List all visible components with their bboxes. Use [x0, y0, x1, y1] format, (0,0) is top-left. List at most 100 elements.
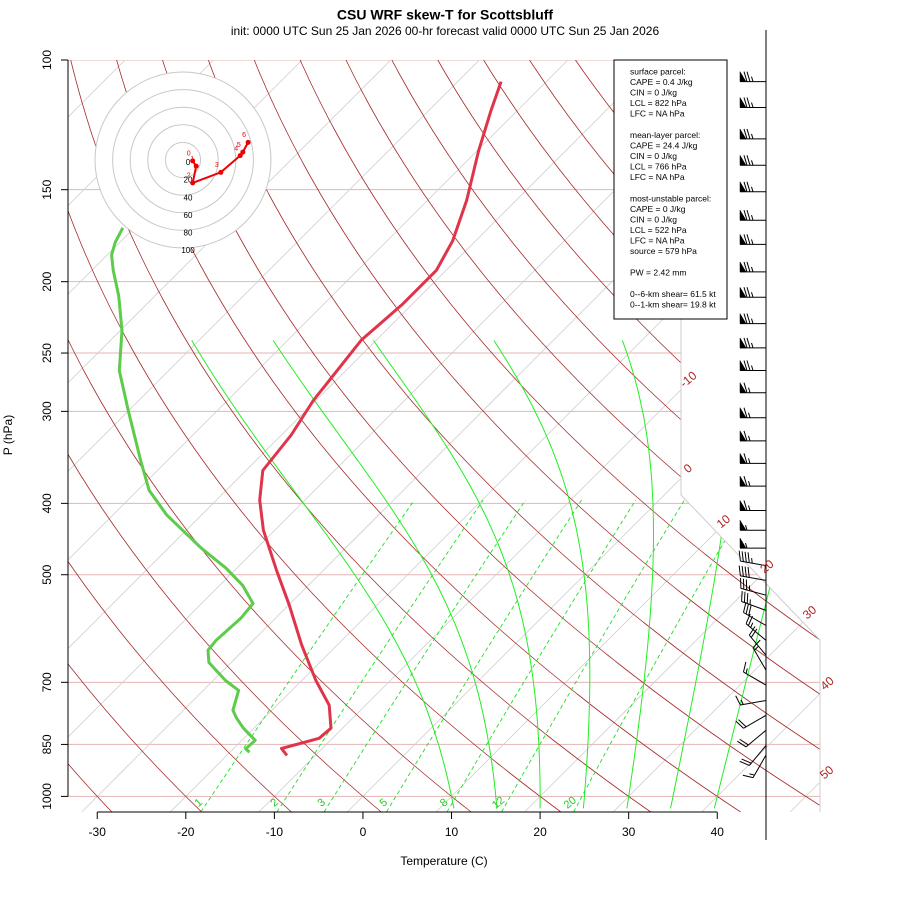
- y-tick-label: 850: [40, 734, 54, 754]
- hodograph-ring-label: 20: [184, 176, 193, 185]
- hodograph-height-label: 6: [242, 132, 246, 139]
- wind-barb: [739, 537, 766, 549]
- hodograph-point: [218, 169, 224, 175]
- y-tick-label: 100: [40, 50, 54, 70]
- barb-lines: [740, 210, 766, 221]
- wind-barb: [735, 695, 767, 706]
- dewpoint-line: [110, 227, 257, 754]
- barb-lines: [738, 550, 767, 567]
- barb-flags: [739, 286, 747, 298]
- info-line: most-unstable parcel:: [630, 193, 711, 203]
- hodograph-point: [245, 139, 251, 145]
- wind-barb: [740, 577, 767, 596]
- wind-barbs: [735, 30, 767, 840]
- barb-lines: [742, 602, 767, 626]
- y-tick-label: 200: [40, 271, 54, 291]
- mixing-ratio-line: [573, 499, 749, 812]
- mixing-ratio-line: [446, 499, 637, 812]
- wind-barb: [742, 602, 767, 626]
- y-tick-label: 150: [40, 179, 54, 199]
- x-tick-label: 40: [711, 825, 725, 839]
- barb-flags: [739, 336, 747, 349]
- barb-lines: [740, 577, 767, 596]
- wind-barb: [752, 639, 767, 671]
- isotherm: [524, 60, 820, 812]
- wind-barb: [739, 452, 766, 464]
- chart-title: CSU WRF skew-T for Scottsbluff: [337, 7, 554, 23]
- info-frame: [613, 59, 728, 320]
- isotherm: [68, 60, 214, 812]
- mixing-ratio-line: [276, 499, 484, 812]
- dry-adiabat: [68, 60, 472, 812]
- barb-lines: [740, 337, 766, 349]
- hodograph: 0 20 40 60 80 100 01 2 3 456: [94, 71, 272, 255]
- hodograph-background: [95, 72, 271, 248]
- barb-flags: [739, 70, 747, 82]
- wind-barb: [738, 550, 767, 567]
- barb-lines: [740, 234, 766, 245]
- barb-flags: [739, 406, 747, 418]
- wind-barb: [742, 754, 767, 779]
- info-line: LCL = 822 hPa: [630, 98, 687, 108]
- moist-adiabat: [372, 340, 541, 809]
- wind-barb: [739, 233, 766, 245]
- x-tick-label: 10: [445, 825, 459, 839]
- wind-barb: [738, 565, 767, 581]
- y-tick-label: 400: [40, 493, 54, 513]
- info-line: CAPE = 0 J/kg: [630, 204, 686, 214]
- info-line: surface parcel:: [630, 66, 686, 76]
- isotherm: [612, 60, 820, 812]
- dry-adiabat: [253, 60, 820, 812]
- barb-flags: [739, 499, 747, 511]
- wind-barb: [739, 209, 766, 221]
- hodograph-point: [240, 149, 246, 155]
- barb-lines: [740, 71, 766, 83]
- hodograph-point: [193, 163, 199, 169]
- barb-lines: [745, 613, 767, 641]
- info-line: CIN = 0 J/kg: [630, 87, 677, 97]
- barb-lines: [740, 287, 766, 298]
- barb-lines: [737, 729, 767, 748]
- x-tick-label: 30: [622, 825, 636, 839]
- info-line: source = 579 hPa: [630, 246, 697, 256]
- hodograph-ring-label: 100: [181, 246, 195, 255]
- barb-lines: [748, 626, 767, 656]
- wind-barb: [748, 626, 767, 656]
- wind-barb: [735, 714, 767, 729]
- hodograph-ring: [94, 71, 272, 249]
- barb-lines: [739, 745, 767, 766]
- info-line: CAPE = 24.4 J/kg: [630, 140, 698, 150]
- barb-lines: [740, 360, 766, 371]
- info-line: CIN = 0 J/kg: [630, 151, 677, 161]
- hodograph-ring-label: 40: [184, 193, 193, 202]
- profiles: [110, 81, 503, 757]
- y-tick-label: 700: [40, 672, 54, 692]
- wind-barb: [739, 180, 766, 193]
- hodograph-ring: [112, 89, 254, 231]
- hodograph-ring-label: 60: [184, 211, 193, 220]
- moist-adiabat: [272, 340, 498, 809]
- hodograph-height-label: 4: [234, 145, 238, 152]
- wind-barb: [737, 729, 767, 748]
- y-tick-label: 300: [40, 401, 54, 421]
- info-line: mean-layer parcel:: [630, 130, 700, 140]
- wind-barb: [739, 519, 766, 531]
- wind-barb: [745, 613, 767, 641]
- wind-barb: [739, 286, 766, 298]
- info-line: PW = 2.42 mm: [630, 267, 686, 277]
- info-line: 0--1-km shear= 19.8 kt: [630, 299, 716, 309]
- barb-lines: [742, 661, 767, 686]
- barb-lines: [740, 155, 766, 166]
- wind-barb: [739, 70, 766, 83]
- barb-flags: [739, 475, 747, 487]
- x-tick-label: 0: [360, 825, 367, 839]
- barb-lines: [740, 261, 766, 273]
- barb-lines: [741, 591, 767, 611]
- wind-barb: [739, 359, 766, 371]
- hodograph-ring-label: 80: [184, 229, 193, 238]
- info-line: 0--6-km shear= 61.5 kt: [630, 289, 716, 299]
- hodograph-ring-label: 0: [186, 158, 191, 167]
- barb-lines: [740, 181, 766, 193]
- barb-lines: [740, 97, 766, 108]
